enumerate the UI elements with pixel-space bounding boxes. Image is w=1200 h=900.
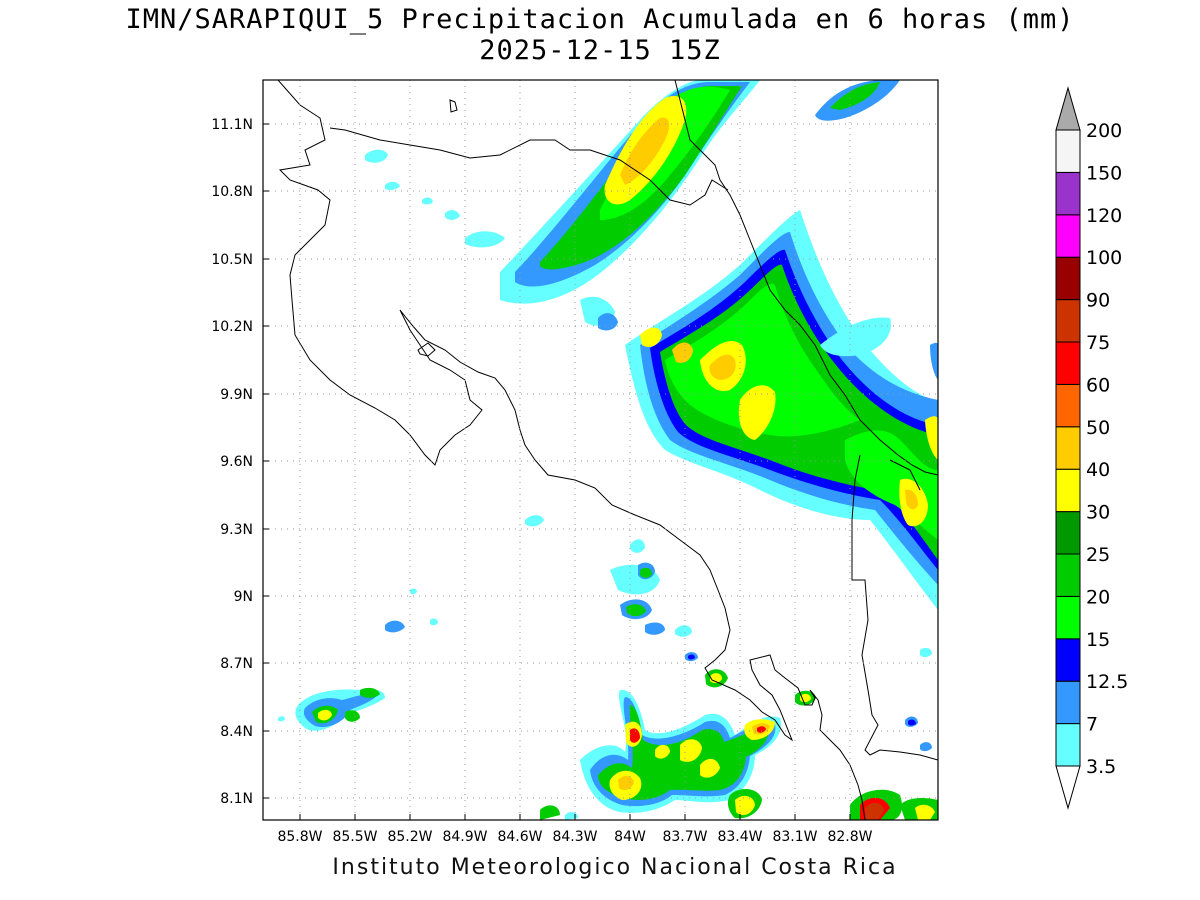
colorbar-label: 120 (1086, 205, 1122, 227)
colorbar-swatch (1055, 171, 1081, 216)
lat-tick-label: 8.7N (220, 656, 253, 672)
colorbar-swatch (1055, 723, 1081, 767)
axis-ticks (263, 123, 851, 820)
colorbar-legend: 3.5 7 12.5 15 20 25 30 40 50 60 75 90 100 120 150 200 (1055, 86, 1128, 810)
colorbar-label: 50 (1086, 417, 1110, 439)
lon-tick-label: 83.4W (717, 829, 762, 845)
colorbar-swatch (1055, 511, 1081, 555)
lon-tick-label: 82.8W (827, 829, 872, 845)
lat-tick-label: 9N (234, 589, 253, 605)
latitude-labels: 11.1N 10.8N 10.5N 10.2N 9.9N 9.6N 9.3N 9… (211, 117, 253, 807)
colorbar-swatch (1055, 680, 1081, 725)
colorbar-swatch (1055, 595, 1081, 640)
lat-tick-label: 9.6N (220, 454, 253, 470)
colorbar-label: 7 (1086, 714, 1098, 736)
colorbar-max-arrow (1055, 86, 1081, 131)
footer-credit: Instituto Meteorologico Nacional Costa R… (332, 855, 898, 880)
lon-tick-label: 84.3W (552, 829, 597, 845)
lon-tick-label: 84W (614, 829, 646, 845)
colorbar-min-arrow (1055, 765, 1081, 810)
colorbar-swatch (1055, 638, 1081, 682)
lat-tick-label: 9.9N (220, 387, 253, 403)
colorbar-label: 12.5 (1086, 671, 1128, 693)
colorbar-label: 200 (1086, 120, 1122, 142)
lat-tick-label: 8.4N (220, 724, 253, 740)
lon-tick-label: 83.7W (662, 829, 707, 845)
colorbar-label: 60 (1086, 374, 1110, 396)
lat-tick-label: 11.1N (211, 117, 253, 133)
lon-tick-label: 84.6W (497, 829, 542, 845)
map-subtitle-datetime: 2025-12-15 15Z (479, 35, 721, 66)
colorbar-label: 40 (1086, 459, 1110, 481)
precipitation-field (278, 80, 938, 820)
lat-tick-label: 8.1N (220, 791, 253, 807)
colorbar-swatch (1055, 553, 1081, 597)
colorbar-label: 30 (1086, 502, 1110, 524)
colorbar-swatch (1055, 341, 1081, 385)
lon-tick-label: 85.8W (277, 829, 322, 845)
lon-tick-label: 83.1W (772, 829, 817, 845)
colorbar-label: 100 (1086, 247, 1122, 269)
colorbar-label: 20 (1086, 586, 1110, 608)
lon-tick-label: 84.9W (442, 829, 487, 845)
colorbar-swatch (1055, 468, 1081, 513)
lon-tick-label: 85.2W (387, 829, 432, 845)
colorbar-swatch (1055, 129, 1081, 173)
map-frame (262, 79, 939, 821)
colorbar-swatch (1055, 299, 1081, 343)
colorbar-label: 75 (1086, 332, 1110, 354)
lon-tick-label: 85.5W (332, 829, 377, 845)
colorbar-label: 90 (1086, 290, 1110, 312)
coastline-and-borders (277, 80, 938, 820)
colorbar-swatch (1055, 383, 1081, 428)
colorbar-label: 15 (1086, 629, 1110, 651)
colorbar-label: 3.5 (1086, 756, 1116, 778)
lat-tick-label: 10.2N (211, 319, 253, 335)
colorbar-label: 150 (1086, 162, 1122, 184)
lat-tick-label: 9.3N (220, 522, 253, 538)
colorbar-swatch (1055, 426, 1081, 470)
lat-tick-label: 10.8N (211, 184, 253, 200)
longitude-labels: 85.8W 85.5W 85.2W 84.9W 84.6W 84.3W 84W … (277, 829, 872, 845)
map-title: IMN/SARAPIQUI_5 Precipitacion Acumulada … (125, 4, 1075, 35)
colorbar-swatch (1055, 214, 1081, 258)
colorbar-swatch (1055, 256, 1081, 301)
lat-tick-label: 10.5N (211, 252, 253, 268)
colorbar-label: 25 (1086, 544, 1110, 566)
